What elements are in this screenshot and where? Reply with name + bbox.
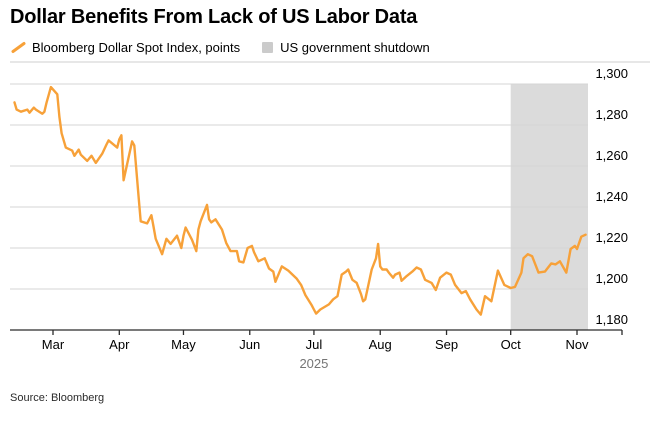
y-tick-label-1200: 1,200: [595, 271, 628, 286]
index-line: [13, 85, 587, 316]
square-swatch-icon: [262, 41, 274, 53]
legend-label-shutdown: US government shutdown: [280, 39, 430, 55]
x-tick-label-mar: Mar: [41, 337, 65, 352]
legend: Bloomberg Dollar Spot Index, points US g…: [11, 39, 430, 55]
y-tick-label-1260: 1,260: [595, 148, 628, 163]
legend-label-index: Bloomberg Dollar Spot Index, points: [32, 39, 241, 55]
legend-item-index: Bloomberg Dollar Spot Index, points: [11, 40, 240, 55]
line-swatch-icon: [11, 41, 26, 54]
x-tick-label-may: May: [171, 337, 196, 352]
x-tick-label-jun: Jun: [239, 337, 261, 352]
y-tick-label-1280: 1,280: [595, 107, 628, 122]
x-tick-label-nov: Nov: [565, 337, 589, 352]
y-tick-label-1240: 1,240: [595, 189, 628, 204]
x-axis-year-label: 2025: [299, 356, 329, 371]
x-tick-label-oct: Oct: [500, 337, 521, 352]
y-tick-label-1300: 1,300: [595, 66, 628, 81]
chart-title: Dollar Benefits From Lack of US Labor Da…: [10, 6, 418, 28]
y-tick-label-1220: 1,220: [595, 230, 628, 245]
legend-item-shutdown: US government shutdown: [262, 40, 430, 55]
x-tick-label-jul: Jul: [305, 337, 323, 352]
y-tick-label-1180: 1,180: [595, 312, 628, 327]
x-tick-label-sep: Sep: [434, 337, 459, 352]
source-note: Source: Bloomberg: [10, 392, 105, 404]
x-tick-label-aug: Aug: [368, 337, 392, 352]
x-tick-label-apr: Apr: [109, 337, 130, 352]
